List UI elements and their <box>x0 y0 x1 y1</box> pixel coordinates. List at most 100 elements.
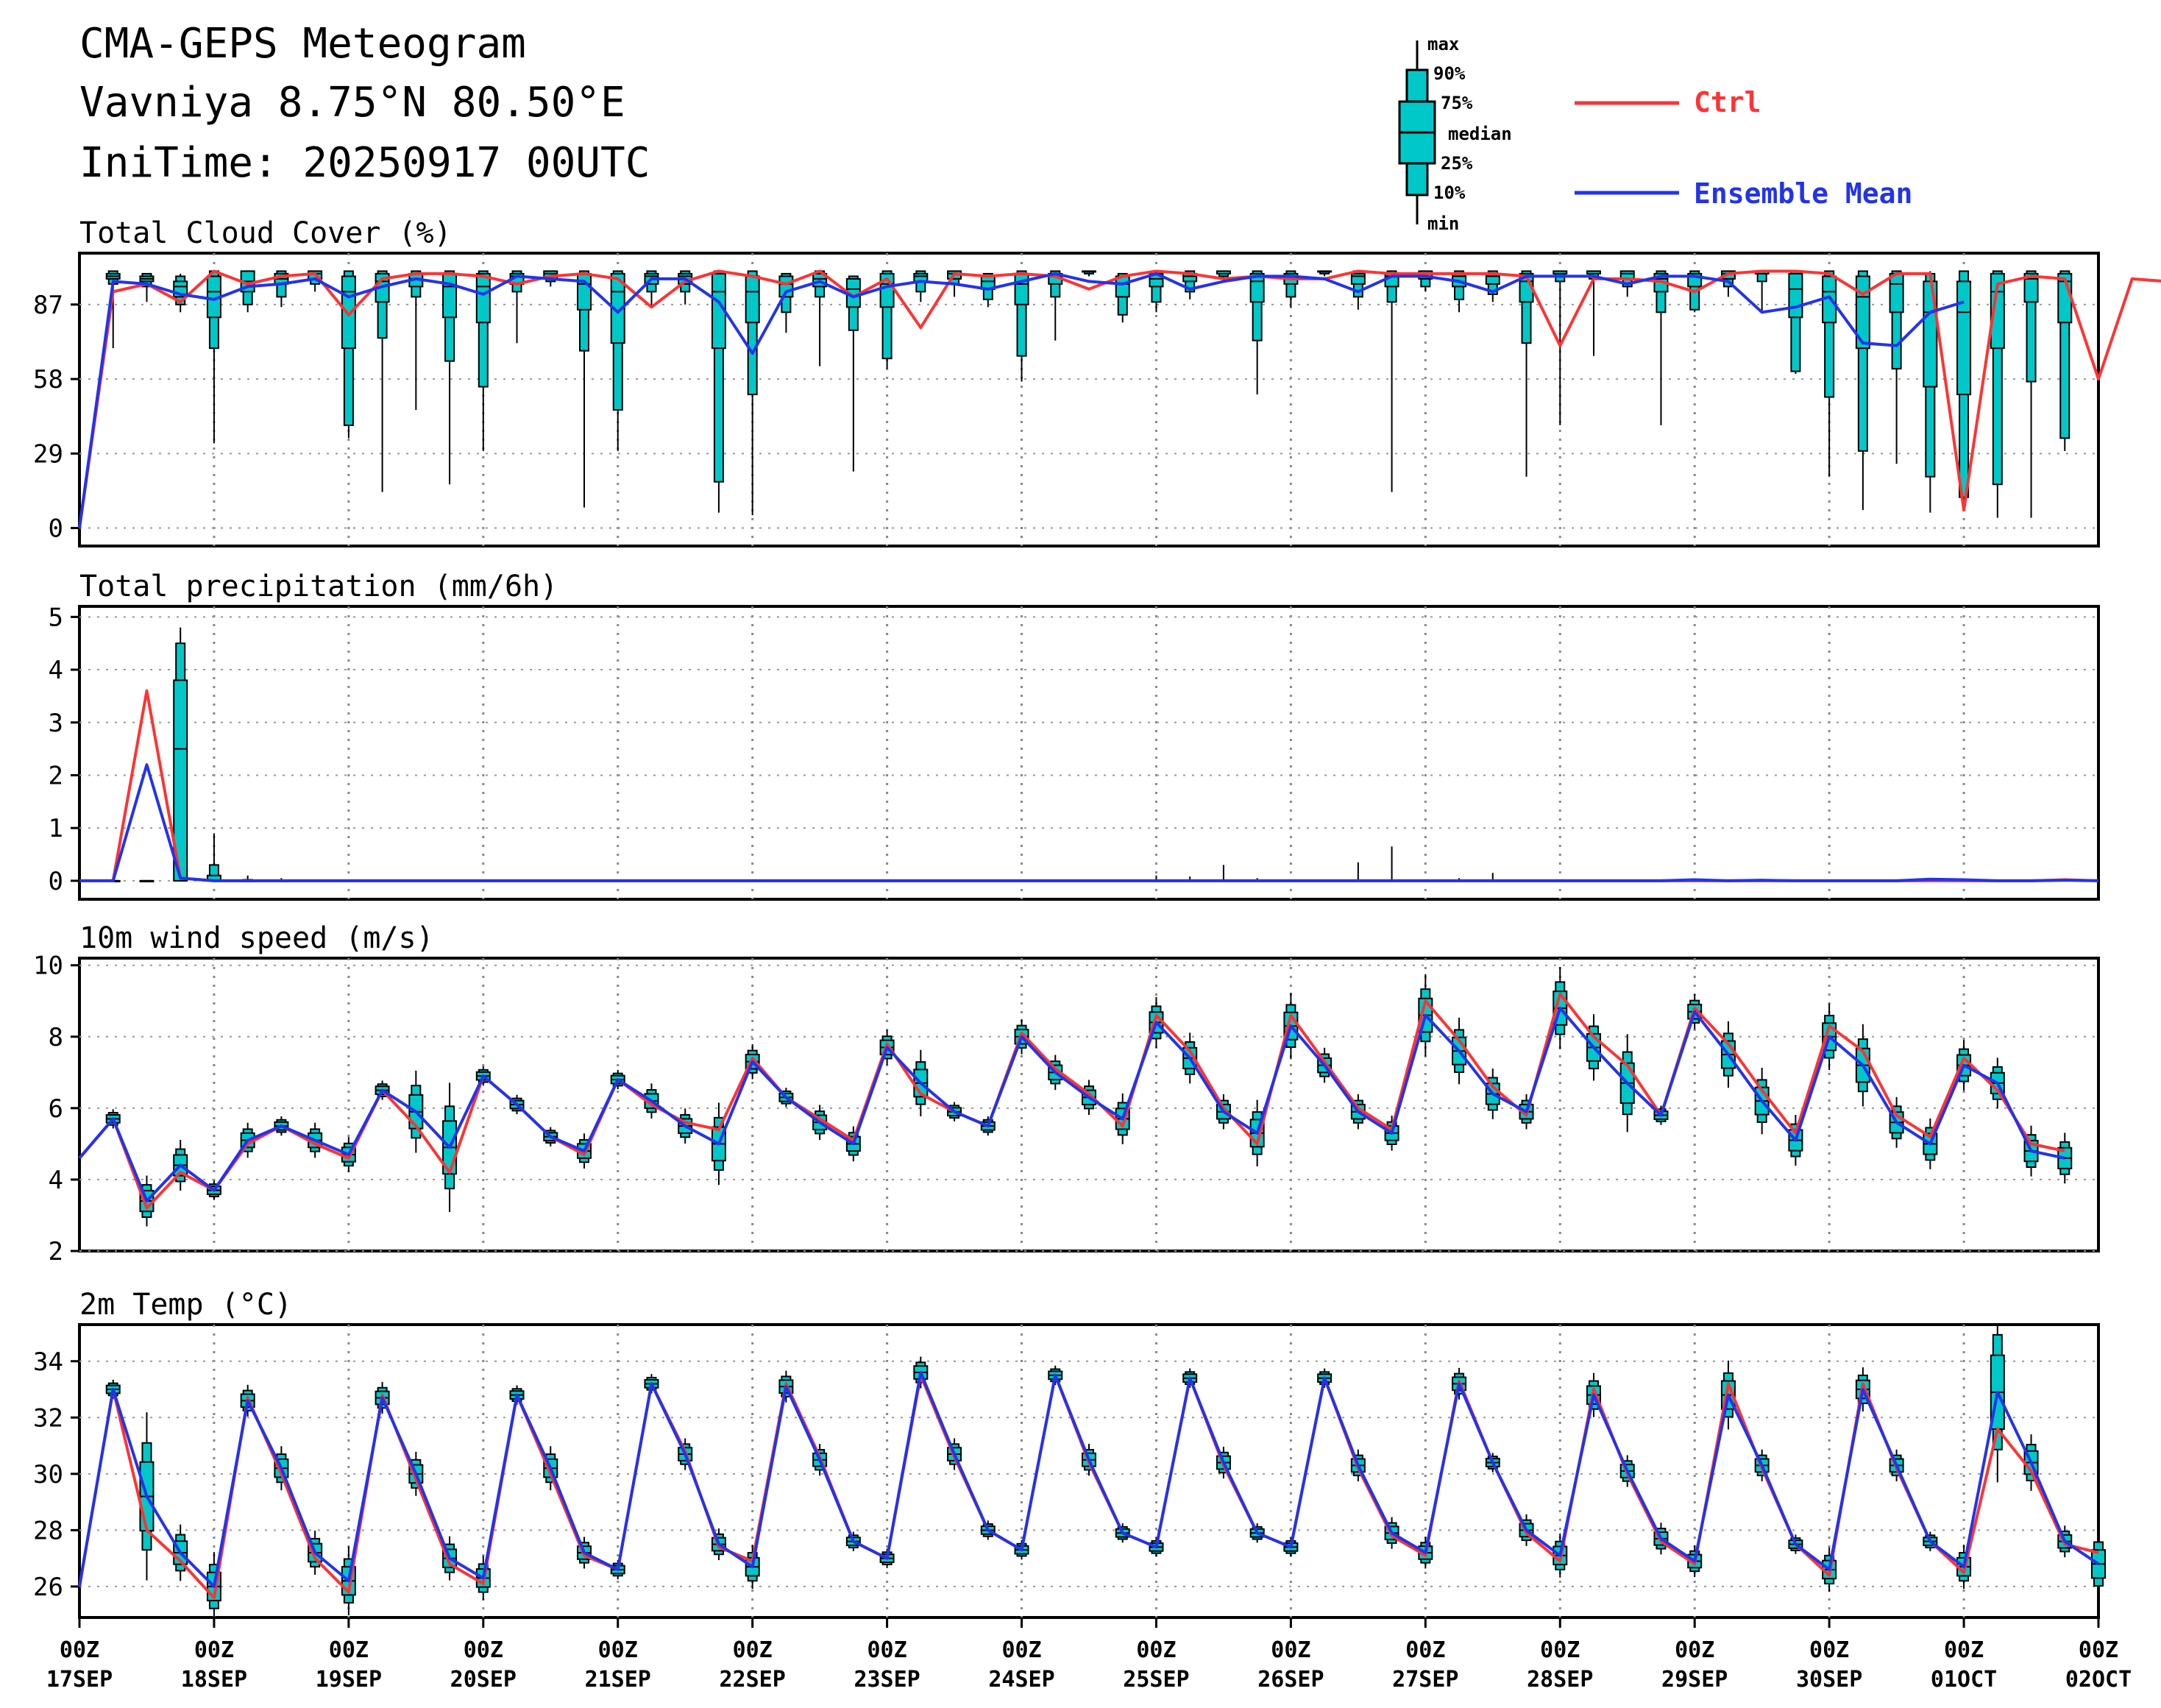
legend-p90: 90% <box>1433 63 1466 84</box>
ctrl-line <box>78 992 2065 1210</box>
chart-title: CMA-GEPS Meteogram <box>79 20 526 68</box>
ensemble-mean-line <box>79 763 2099 882</box>
x-tick-date: 23SEP <box>854 1667 920 1693</box>
x-tick-date: 17SEP <box>46 1667 113 1693</box>
panel-frame <box>78 252 2100 548</box>
panel-title: Total precipitation (mm/6h) <box>79 570 558 603</box>
box-p25-p75 <box>1889 272 1904 313</box>
x-tick-hour: 00Z <box>2079 1637 2118 1663</box>
y-tick-label: 5 <box>49 603 63 632</box>
cloud-cover-panel: 0 29 58 87 Total Cloud Cover (%) <box>33 216 2161 548</box>
x-tick-hour: 00Z <box>1405 1637 1445 1663</box>
box-p25-p75 <box>577 272 592 311</box>
y-tick-label: 87 <box>33 291 63 320</box>
y-tick-label: 2 <box>49 761 63 790</box>
y-tick-label: 8 <box>49 1023 63 1052</box>
y-tick-label: 34 <box>33 1347 63 1377</box>
x-tick-date: 28SEP <box>1527 1667 1593 1693</box>
y-tick-label: 6 <box>49 1094 63 1124</box>
x-tick-date: 21SEP <box>585 1667 651 1693</box>
legend-ctrl-label: Ctrl <box>1694 86 1761 118</box>
ensemble-mean-line <box>78 1006 2065 1203</box>
legend-p25: 25% <box>1441 153 1473 174</box>
legend: max 90% 75% median 25% 10% min Ctrl Ense… <box>1398 34 1912 234</box>
box-plots <box>105 627 1494 882</box>
box-p25-p75 <box>745 275 760 324</box>
precipitation-panel: 0 1 2 3 4 5 Total precipitation (mm/6h) <box>49 570 2100 901</box>
x-tick-hour: 00Z <box>1271 1637 1310 1663</box>
y-tick-label: 4 <box>49 1166 63 1195</box>
legend-min: min <box>1427 213 1459 234</box>
y-tick-label: 4 <box>49 656 63 685</box>
x-tick-hour: 00Z <box>1675 1637 1714 1663</box>
box-p25-p75 <box>173 679 188 882</box>
location-label: Vavniya 8.75°N 80.50°E <box>79 79 625 127</box>
ensemble-mean-line <box>78 1371 2100 1588</box>
box-p25-p75 <box>1788 272 1803 319</box>
temperature-panel: 26 28 30 32 34 2m Temp (°C) <box>33 1288 2106 1619</box>
x-tick-hour: 00Z <box>733 1637 773 1663</box>
x-tick-hour: 00Z <box>1944 1637 1984 1663</box>
x-tick-date: 20SEP <box>450 1667 517 1693</box>
box-p25-p75 <box>2023 272 2039 303</box>
init-time-label: IniTime: 20250917 00UTC <box>79 139 650 187</box>
y-tick-label: 29 <box>33 439 63 469</box>
wind-speed-panel: 2 4 6 8 10 10m wind speed (m/s) <box>33 921 2100 1266</box>
x-tick-hour: 00Z <box>464 1637 503 1663</box>
panel-frame <box>78 1323 2100 1619</box>
x-tick-hour: 00Z <box>1136 1637 1176 1663</box>
legend-mean-label: Ensemble Mean <box>1694 177 1912 210</box>
box-p25-p75 <box>1855 275 1870 350</box>
x-tick-date: 26SEP <box>1257 1667 1324 1693</box>
x-tick-hour: 00Z <box>194 1637 234 1663</box>
x-tick-date: 29SEP <box>1661 1667 1728 1693</box>
box-plots <box>105 1325 2106 1617</box>
legend-box-icon <box>1398 40 1436 224</box>
y-tick-label: 0 <box>49 514 63 544</box>
x-tick-date: 02OCT <box>2065 1667 2132 1693</box>
legend-p10: 10% <box>1433 183 1466 203</box>
y-tick-label: 1 <box>49 814 63 843</box>
x-tick-hour: 00Z <box>1001 1637 1041 1663</box>
y-tick-label: 28 <box>33 1516 63 1545</box>
ensemble-mean-line <box>78 272 1965 528</box>
x-tick-hour: 00Z <box>1809 1637 1849 1663</box>
panel-title: Total Cloud Cover (%) <box>79 216 452 250</box>
box-p25-p75 <box>442 272 458 319</box>
legend-p75: 75% <box>1441 93 1473 113</box>
x-tick-date: 27SEP <box>1392 1667 1458 1693</box>
x-tick-hour: 00Z <box>867 1637 907 1663</box>
panel-title: 10m wind speed (m/s) <box>79 921 434 955</box>
panel-frame <box>78 957 2100 1252</box>
box-p25-p75 <box>475 272 491 324</box>
y-tick-label: 0 <box>49 867 63 896</box>
x-tick-date: 18SEP <box>181 1667 247 1693</box>
y-tick-label: 3 <box>49 709 63 738</box>
x-tick-hour: 00Z <box>329 1637 369 1663</box>
box-p25-p75 <box>341 275 356 350</box>
panel-title: 2m Temp (°C) <box>79 1288 292 1322</box>
box-p25-p75 <box>1350 272 1366 285</box>
x-tick-hour: 00Z <box>598 1637 638 1663</box>
x-tick-date: 22SEP <box>720 1667 786 1693</box>
y-tick-label: 26 <box>33 1573 63 1602</box>
ctrl-line <box>78 269 2161 528</box>
x-tick-date: 01OCT <box>1931 1667 1997 1693</box>
legend-max: max <box>1427 34 1459 54</box>
x-tick-date: 25SEP <box>1123 1667 1189 1693</box>
ctrl-line <box>79 689 2099 882</box>
x-tick-hour: 00Z <box>1540 1637 1580 1663</box>
box-plots <box>105 270 2073 518</box>
x-tick-date: 30SEP <box>1796 1667 1862 1693</box>
panel-frame <box>78 605 2100 901</box>
y-tick-label: 30 <box>33 1460 63 1489</box>
box-p25-p75 <box>1014 272 1029 305</box>
y-tick-label: 2 <box>49 1237 63 1266</box>
x-tick-hour: 00Z <box>60 1637 99 1663</box>
y-tick-label: 10 <box>33 952 63 981</box>
time-axis-labels: 00Z 17SEP 00Z 18SEP 00Z 19SEP 00Z 20SEP 00Z 21SEP… <box>46 1617 2132 1693</box>
x-tick-date: 19SEP <box>316 1667 382 1693</box>
x-tick-date: 24SEP <box>988 1667 1054 1693</box>
legend-median: median <box>1448 124 1512 144</box>
